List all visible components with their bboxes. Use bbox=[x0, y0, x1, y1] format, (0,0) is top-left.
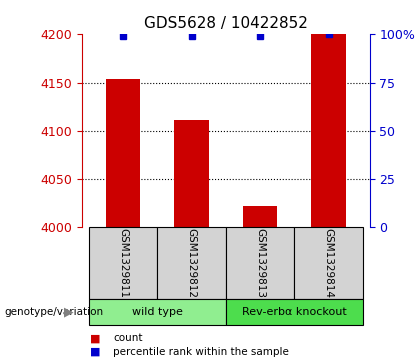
Bar bbox=[174, 120, 209, 227]
Bar bbox=[89, 227, 157, 299]
Text: wild type: wild type bbox=[132, 307, 183, 317]
Text: percentile rank within the sample: percentile rank within the sample bbox=[113, 347, 289, 357]
Bar bbox=[226, 227, 294, 299]
Bar bbox=[157, 227, 226, 299]
Text: GSM1329812: GSM1329812 bbox=[186, 228, 197, 298]
Text: GSM1329814: GSM1329814 bbox=[323, 228, 333, 298]
Text: ■: ■ bbox=[90, 333, 101, 343]
Bar bbox=[226, 299, 363, 325]
Text: GSM1329811: GSM1329811 bbox=[118, 228, 128, 298]
Text: GSM1329813: GSM1329813 bbox=[255, 228, 265, 298]
Text: genotype/variation: genotype/variation bbox=[4, 307, 103, 317]
Bar bbox=[243, 206, 277, 227]
Bar bbox=[89, 299, 226, 325]
Text: ▶: ▶ bbox=[64, 306, 74, 319]
Title: GDS5628 / 10422852: GDS5628 / 10422852 bbox=[144, 16, 308, 30]
Text: count: count bbox=[113, 333, 143, 343]
Bar bbox=[294, 227, 363, 299]
Text: Rev-erbα knockout: Rev-erbα knockout bbox=[242, 307, 346, 317]
Bar bbox=[106, 79, 140, 227]
Text: ■: ■ bbox=[90, 347, 101, 357]
Bar bbox=[311, 34, 346, 227]
